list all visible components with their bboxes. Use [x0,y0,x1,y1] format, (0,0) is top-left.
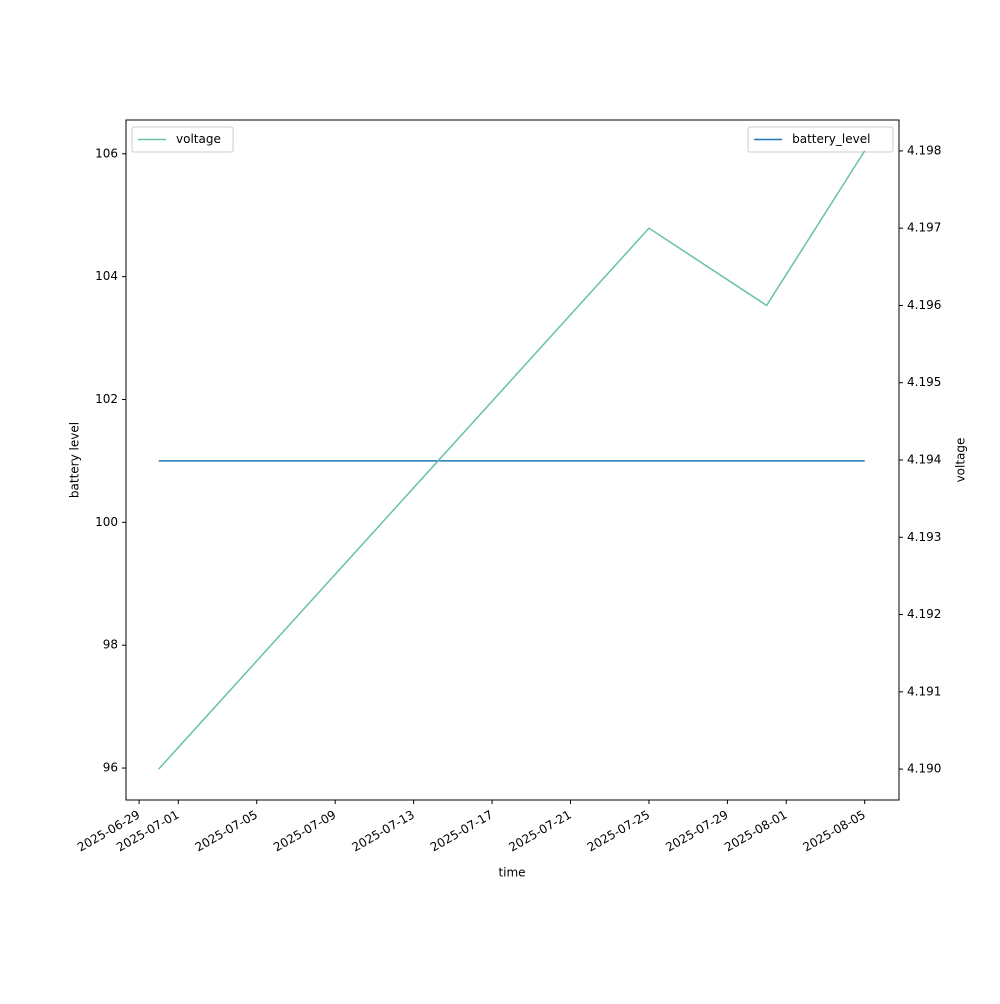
plot-frame [125,119,900,801]
y2-tick-label: 4.198 [907,143,941,157]
legend: battery_level [747,126,894,153]
y-axis-label: battery level [68,422,82,498]
y-tick-label: 104 [95,269,118,283]
x-tick-label: 2025-07-09 [271,808,338,855]
y-tick-label: 102 [95,392,118,406]
legend-box [131,126,234,153]
x-tick-label: 2025-08-05 [801,808,868,855]
y2-tick-label: 4.196 [907,298,941,312]
y2-tick-label: 4.190 [907,762,941,776]
series-line [158,150,866,770]
x-tick-label: 2025-07-25 [585,808,652,855]
legend-label: voltage [176,132,221,146]
y2-tick-label: 4.193 [907,530,941,544]
y2-axis-label: voltage [954,438,968,483]
y2-tick-label: 4.194 [907,453,941,467]
y2-tick-label: 4.197 [907,221,941,235]
y-tick-label: 98 [103,638,118,652]
legend-label: battery_level [792,132,870,146]
x-tick-label: 2025-07-21 [506,808,573,855]
x-tick-label: 2025-07-13 [349,808,416,855]
legend: voltage [131,126,234,153]
y-tick-label: 100 [95,515,118,529]
y-tick-label: 96 [103,761,118,775]
y2-tick-label: 4.195 [907,375,941,389]
x-tick-label: 2025-07-05 [193,808,260,855]
x-tick-label: 2025-07-17 [428,808,495,855]
y-tick-label: 106 [95,146,118,160]
legend-box [747,126,894,153]
x-axis-label: time [498,866,525,880]
x-tick-label: 2025-08-01 [722,808,789,855]
y2-tick-label: 4.191 [907,684,941,698]
y2-tick-label: 4.192 [907,607,941,621]
x-tick-label: 2025-07-29 [663,808,730,855]
